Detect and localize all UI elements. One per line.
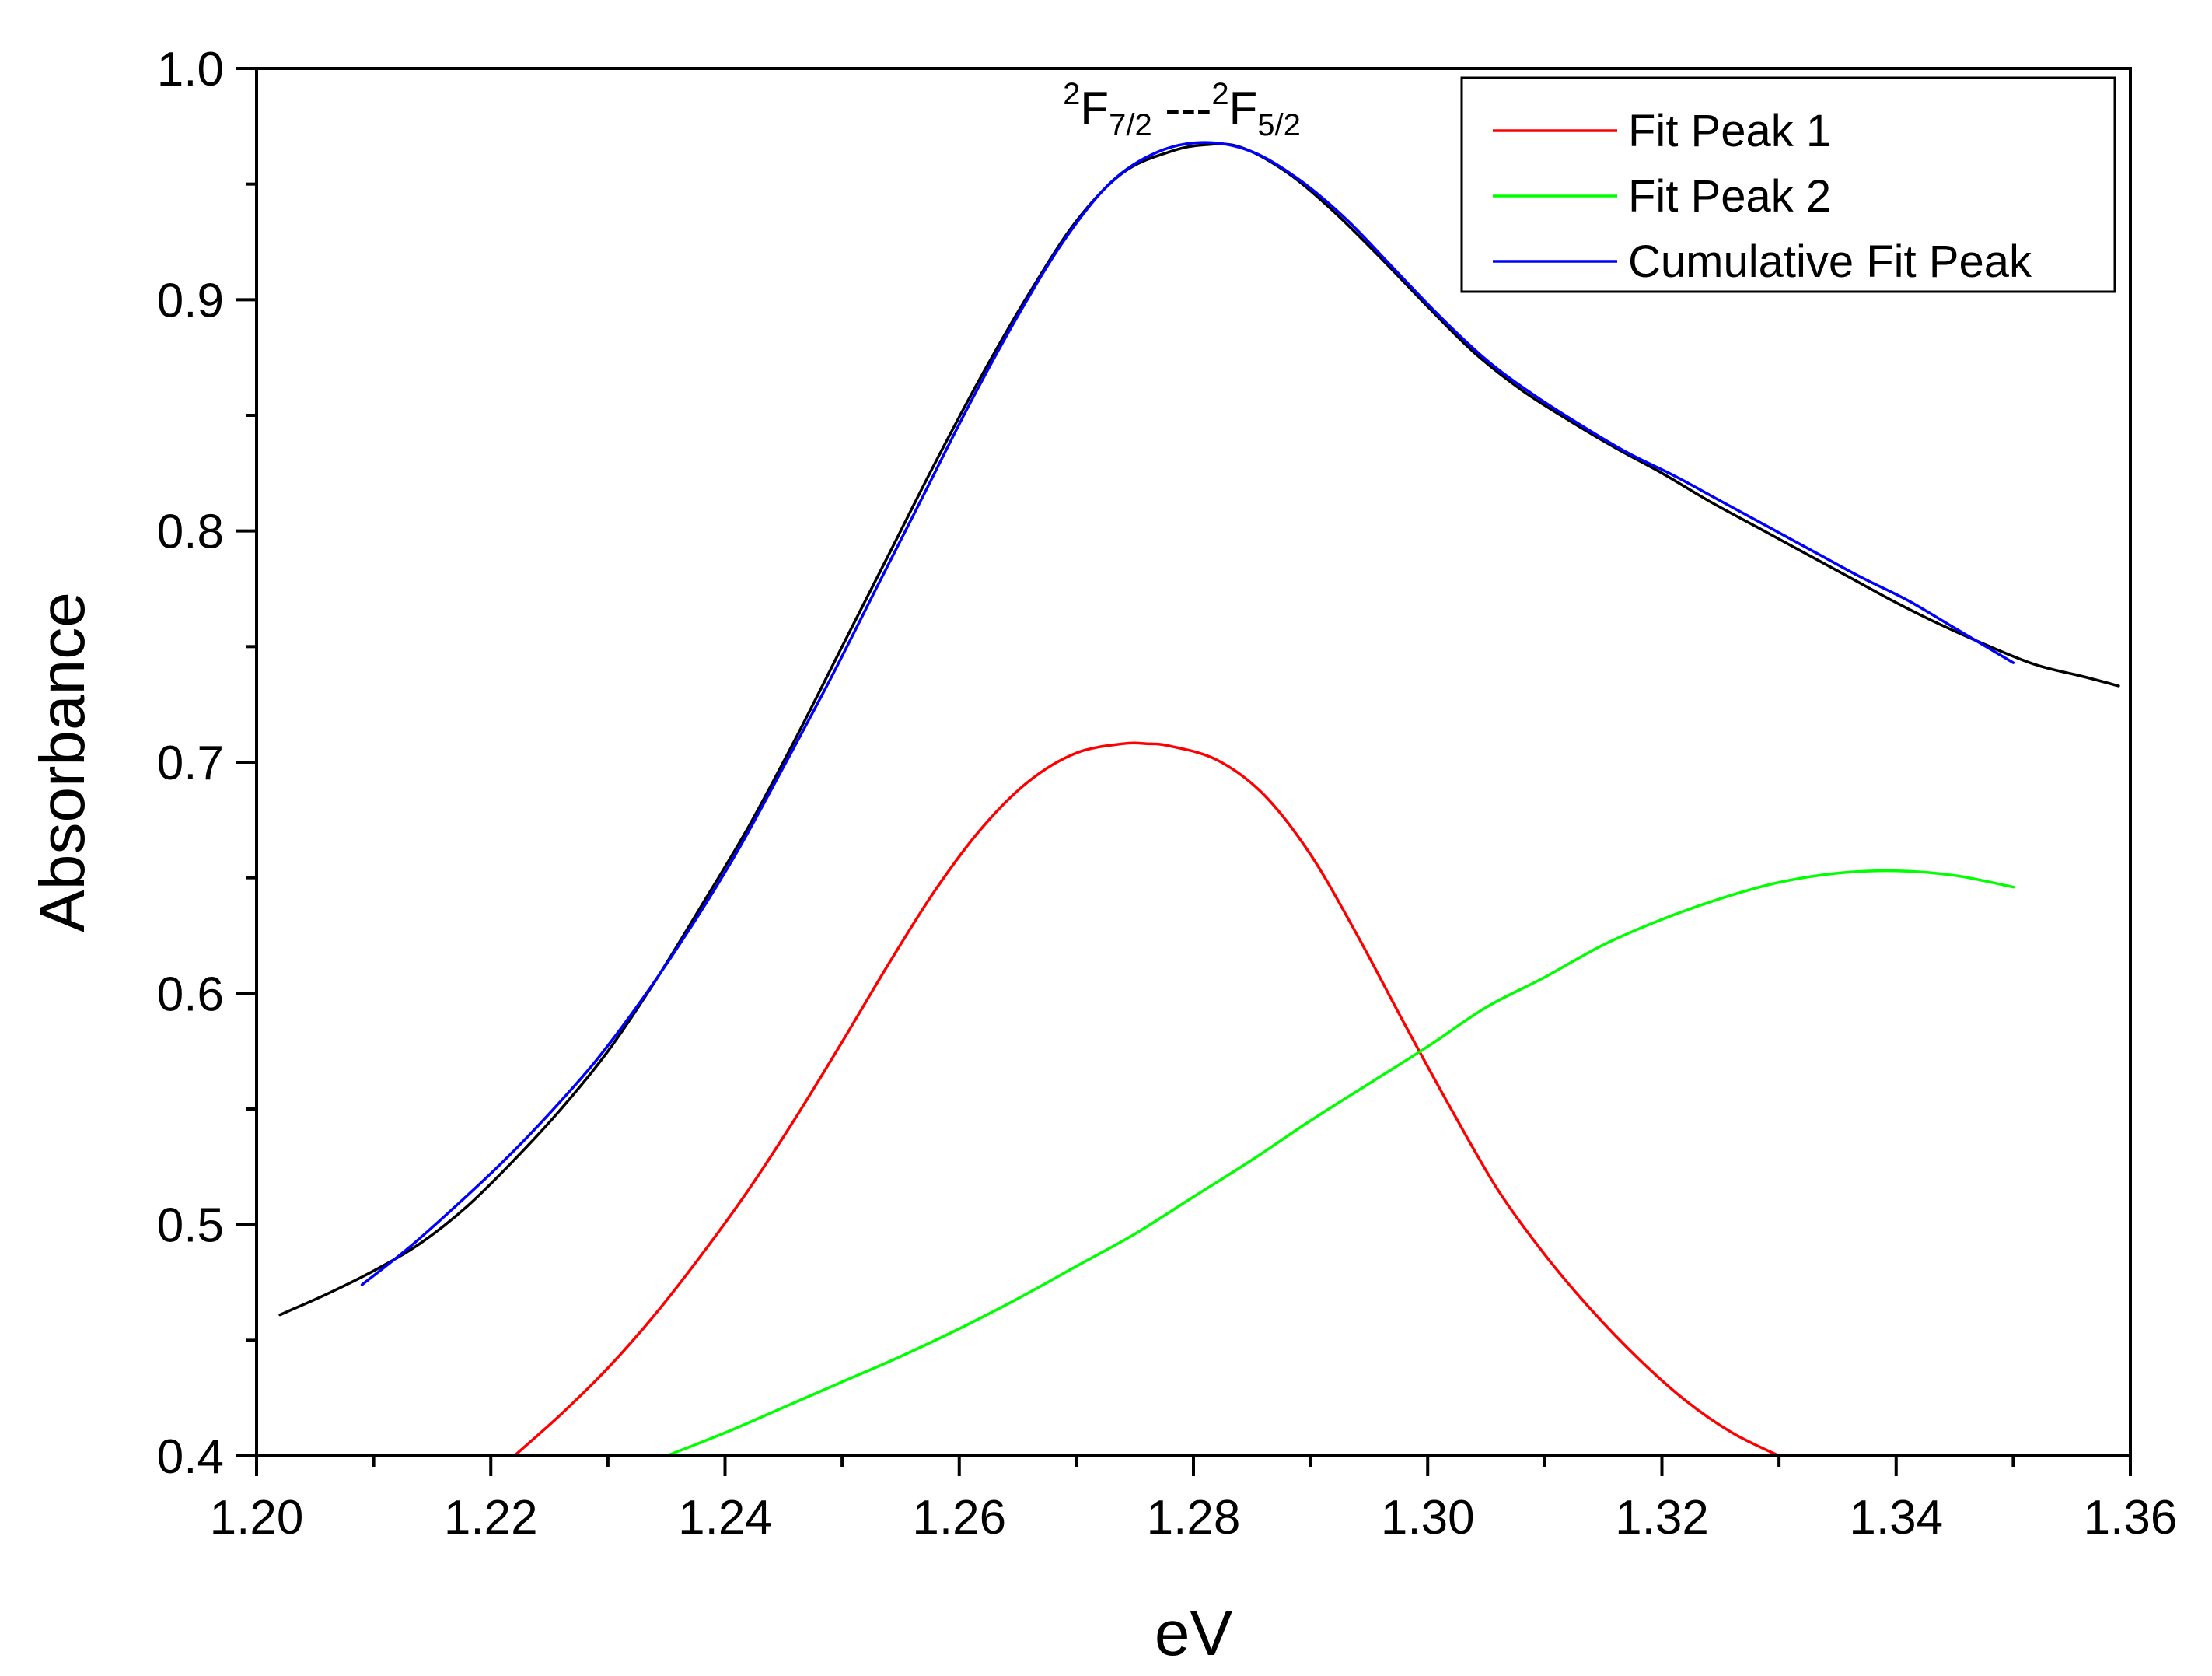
series-line-fit-peak-2 xyxy=(665,869,2015,1457)
transition-annotation: 2F7/2 ---2F5/2 xyxy=(1063,77,1301,142)
legend-label-fit-peak-1: Fit Peak 1 xyxy=(1628,106,1831,156)
x-tick-label: 1.22 xyxy=(444,1491,538,1545)
ticks-layer xyxy=(236,67,2132,1476)
y-tick-label: 1.0 xyxy=(157,43,224,96)
annot-sub-1: 7/2 xyxy=(1109,108,1152,142)
y-tick-label: 0.5 xyxy=(157,1199,224,1253)
y-tick-label: 0.4 xyxy=(157,1430,224,1484)
x-tick-label: 1.32 xyxy=(1615,1491,1709,1545)
x-tick-label: 1.26 xyxy=(912,1491,1006,1545)
annot-base-1: F xyxy=(1080,82,1109,135)
legend-items: Fit Peak 1 Fit Peak 2 Cumulative Fit Peak xyxy=(1493,106,2032,287)
y-tick-label: 0.8 xyxy=(157,506,224,559)
legend-label-fit-peak-2: Fit Peak 2 xyxy=(1628,171,1831,222)
annot-base-2: F xyxy=(1229,82,1258,135)
series-line-fit-peak-1 xyxy=(512,741,1780,1457)
y-tick-label: 0.6 xyxy=(157,967,224,1021)
y-tick-label: 0.7 xyxy=(157,737,224,790)
y-tick-label: 0.9 xyxy=(157,274,224,327)
x-tick-label: 1.28 xyxy=(1147,1491,1241,1545)
x-tick-label: 1.36 xyxy=(2084,1491,2178,1545)
y-axis-title: Absorbance xyxy=(27,592,98,932)
legend-box xyxy=(1460,76,2116,293)
tick-labels: 1.20 1.22 1.24 1.26 1.28 1.30 1.32 1.34 1.36 0.4 0… xyxy=(157,43,2178,1545)
annot-sub-2: 5/2 xyxy=(1257,108,1301,142)
x-tick-label: 1.30 xyxy=(1381,1491,1475,1545)
x-axis-title: eV xyxy=(1155,1598,1233,1669)
series-line-cumulative-fit-peak xyxy=(360,141,2015,1286)
legend-label-cumulative-fit-peak: Cumulative Fit Peak xyxy=(1628,236,2032,287)
legend: Fit Peak 1 Fit Peak 2 Cumulative Fit Peak xyxy=(1460,76,2116,293)
series-layer xyxy=(278,141,2120,1457)
annot-sup-2: 2 xyxy=(1211,77,1228,111)
x-tick-label: 1.34 xyxy=(1849,1491,1943,1545)
annot-dashes: --- xyxy=(1152,82,1212,135)
x-tick-label: 1.20 xyxy=(210,1491,304,1545)
x-tick-label: 1.24 xyxy=(678,1491,772,1545)
annot-sup-1: 2 xyxy=(1063,77,1080,111)
series-line-experimental xyxy=(278,142,2120,1317)
